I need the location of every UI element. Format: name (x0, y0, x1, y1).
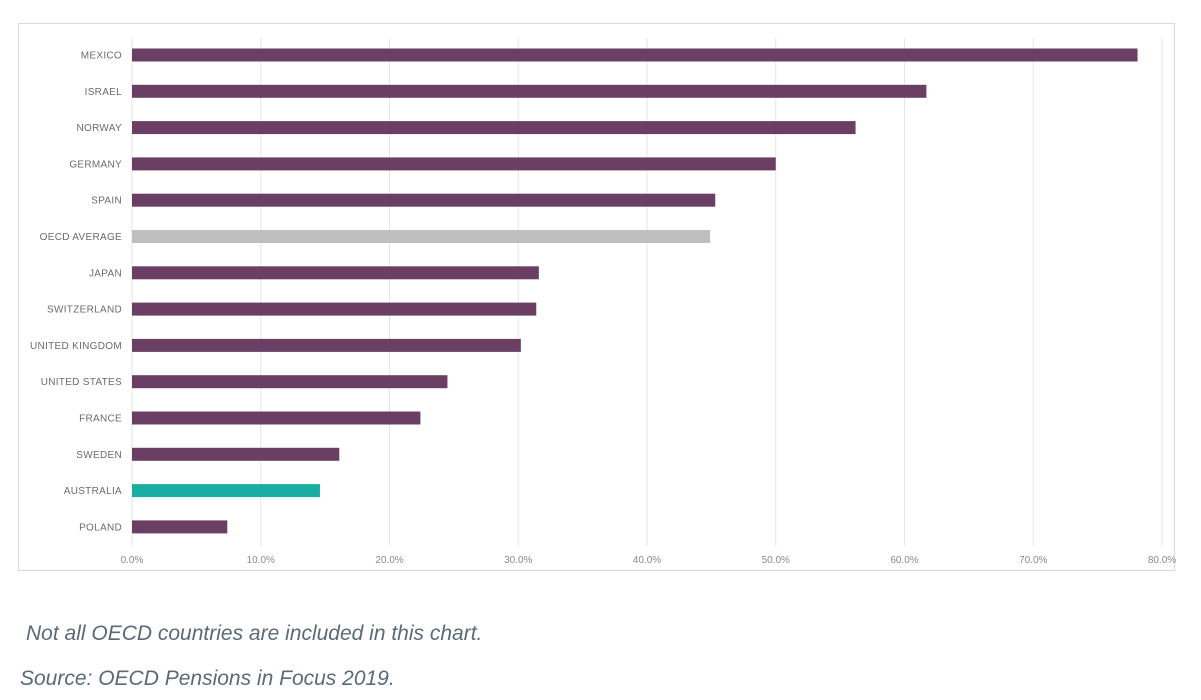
category-label: SWITZERLAND (47, 305, 122, 316)
category-label: SWEDEN (76, 450, 122, 461)
category-label: POLAND (79, 522, 122, 533)
bar-chart: MEXICO ISRAEL NORWAY GERMANY SPAIN OECD AVERA… (30, 38, 1176, 566)
bar-united-kingdom (132, 338, 521, 352)
bar-sweden (132, 447, 340, 461)
x-tick-label: 10.0% (247, 555, 275, 566)
chart-frame: MEXICO ISRAEL NORWAY GERMANY SPAIN OECD AVERA… (18, 23, 1176, 571)
bar-israel (132, 84, 927, 98)
category-label: UNITED KINGDOM (30, 341, 122, 352)
bar-switzerland (132, 302, 537, 316)
x-tick-label: 30.0% (504, 555, 532, 566)
chart-note: Not all OECD countries are included in t… (26, 622, 483, 645)
category-label: OECD AVERAGE (40, 232, 122, 243)
category-label: FRANCE (79, 414, 122, 425)
bar-germany (132, 157, 776, 171)
bar-spain (132, 193, 716, 207)
chart-source: Source: OECD Pensions in Focus 2019. (20, 667, 395, 690)
bar-norway (132, 121, 856, 135)
category-label: NORWAY (76, 123, 122, 134)
x-tick-label: 20.0% (375, 555, 403, 566)
bar-poland (132, 520, 228, 534)
bar-mexico (132, 48, 1138, 62)
x-tick-label: 50.0% (762, 555, 790, 566)
category-labels: MEXICO ISRAEL NORWAY GERMANY SPAIN OECD AVERA… (30, 51, 122, 534)
x-tick-label: 80.0% (1148, 555, 1176, 566)
category-label: AUSTRALIA (64, 486, 122, 497)
bar-france (132, 411, 421, 425)
x-axis-tick-labels: 0.0% 10.0% 20.0% 30.0% 40.0% 50.0% 60.0% 70.0% 8… (121, 555, 1176, 566)
category-label: SPAIN (91, 196, 122, 207)
bar-australia (132, 484, 320, 498)
category-label: UNITED STATES (41, 377, 122, 388)
bar-japan (132, 266, 539, 280)
category-label: GERMANY (69, 159, 122, 170)
x-tick-label: 60.0% (890, 555, 918, 566)
x-tick-label: 70.0% (1019, 555, 1047, 566)
x-tick-label: 40.0% (633, 555, 661, 566)
x-tick-label: 0.0% (121, 555, 144, 566)
category-label: MEXICO (81, 51, 122, 62)
bar-oecd-average (132, 230, 711, 243)
gridlines (131, 38, 1163, 546)
category-label: JAPAN (89, 268, 122, 279)
bars (132, 48, 1138, 534)
bar-united-states (132, 375, 448, 389)
category-label: ISRAEL (85, 87, 123, 98)
